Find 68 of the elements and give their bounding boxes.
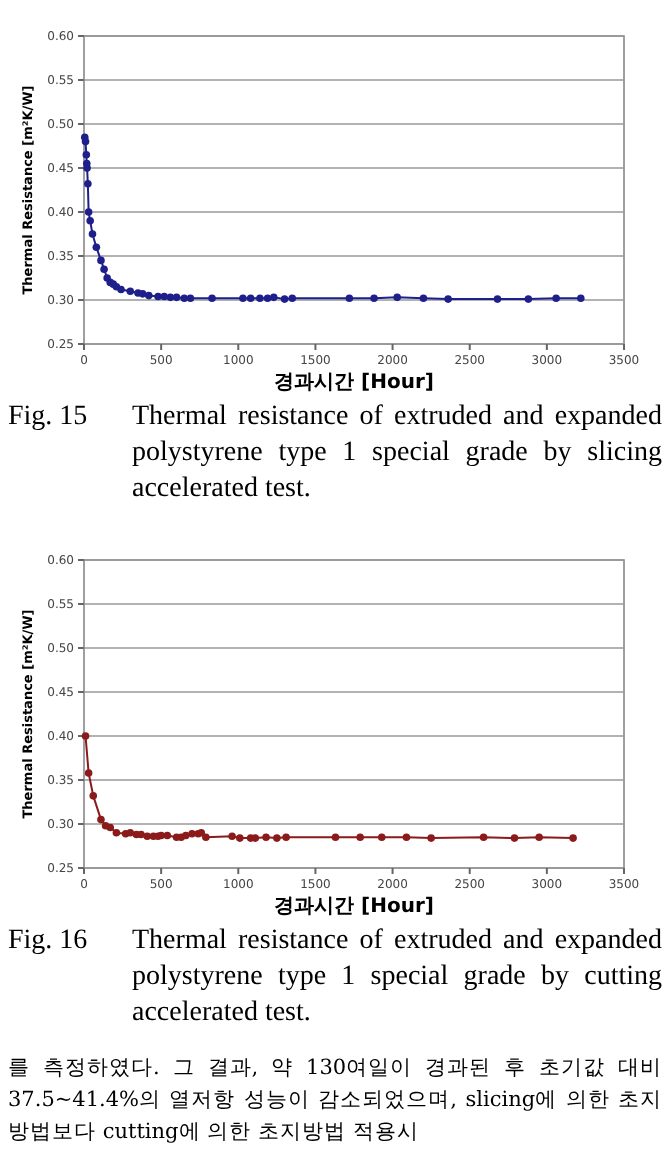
point: [256, 294, 264, 303]
point: [331, 833, 340, 841]
point: [138, 290, 147, 298]
point: [569, 834, 577, 842]
point: [427, 834, 435, 842]
point: [269, 293, 278, 302]
point: [208, 294, 216, 303]
point: [246, 294, 255, 303]
point: [112, 829, 121, 837]
point: [370, 294, 378, 303]
point: [145, 291, 153, 300]
point: [393, 293, 401, 302]
point: [239, 294, 247, 303]
point: [83, 164, 91, 172]
point: [524, 295, 533, 303]
text: 를 측정하였다. 그 결과, 약 130여일이 경과된 후 초기값 대비 37.5~41.4%의 열저항 성능이 감소되었으며, slicing에 의한 초지방법보다 cutting에 의한 초지방법 적용시: [8, 1054, 662, 1148]
point: [180, 294, 189, 303]
point: [154, 292, 162, 301]
point: [126, 829, 135, 837]
point: [262, 833, 270, 841]
point: [84, 769, 93, 777]
point: [402, 833, 411, 841]
point: [263, 294, 272, 303]
point: [280, 295, 289, 303]
text: Fig. 15 Thermal resistance of extruded and expanded polystyrene type 1 special grade by slicing accelerated test.: [8, 402, 662, 504]
x-axis-title: 경과시간 [Hour]: [274, 372, 434, 394]
x-axis-title: 경과시간 [Hour]: [274, 896, 434, 918]
point: [84, 208, 93, 216]
point: [92, 243, 101, 251]
point: [81, 137, 90, 146]
point: [202, 833, 210, 841]
text: Fig. 16 Thermal resistance of extruded and expanded polystyrene type 1 special grade by cutting accelerated test.: [8, 926, 662, 1028]
point: [97, 815, 105, 824]
point: [117, 285, 125, 294]
point: [535, 833, 543, 841]
point: [577, 294, 585, 303]
point: [493, 295, 502, 303]
point: [100, 265, 108, 273]
point: [137, 830, 145, 839]
point: [282, 833, 290, 841]
point: [356, 833, 364, 841]
point: [82, 151, 91, 159]
point: [188, 829, 196, 838]
point: [236, 834, 244, 842]
point: [510, 834, 519, 842]
point: [182, 831, 190, 840]
point: [163, 831, 172, 840]
point: [288, 294, 297, 303]
point: [345, 294, 354, 303]
point: [419, 294, 428, 303]
point: [126, 287, 135, 295]
point: [89, 792, 98, 800]
point: [143, 832, 152, 841]
point: [160, 292, 169, 301]
point: [97, 256, 105, 265]
point: [172, 293, 181, 302]
point: [84, 180, 92, 188]
point: [186, 294, 195, 303]
point: [552, 294, 560, 303]
point: [86, 217, 94, 225]
point: [106, 823, 115, 832]
point: [81, 732, 90, 740]
point: [273, 834, 281, 842]
point: [228, 832, 236, 841]
point: [88, 230, 97, 238]
point: [479, 833, 488, 841]
point: [444, 295, 452, 303]
point: [377, 833, 386, 841]
